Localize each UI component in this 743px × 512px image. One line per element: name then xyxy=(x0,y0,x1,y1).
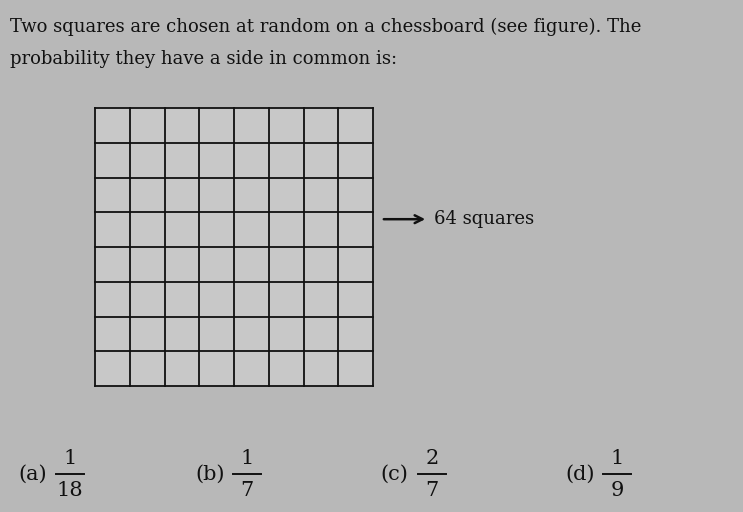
Text: 1: 1 xyxy=(240,449,253,467)
Text: 1: 1 xyxy=(63,449,77,467)
Text: 1: 1 xyxy=(610,449,623,467)
Text: 7: 7 xyxy=(241,480,253,500)
Text: (d): (d) xyxy=(565,464,594,483)
Text: (a): (a) xyxy=(18,464,47,483)
Text: Two squares are chosen at random on a chessboard (see figure). The: Two squares are chosen at random on a ch… xyxy=(10,18,641,36)
Text: (c): (c) xyxy=(380,464,408,483)
Text: 2: 2 xyxy=(426,449,438,467)
Bar xyxy=(95,108,373,386)
Text: 18: 18 xyxy=(56,480,83,500)
Text: probability they have a side in common is:: probability they have a side in common i… xyxy=(10,50,397,68)
Text: 64 squares: 64 squares xyxy=(434,210,534,228)
Text: 9: 9 xyxy=(610,480,623,500)
Text: (b): (b) xyxy=(195,464,224,483)
Text: 7: 7 xyxy=(426,480,438,500)
